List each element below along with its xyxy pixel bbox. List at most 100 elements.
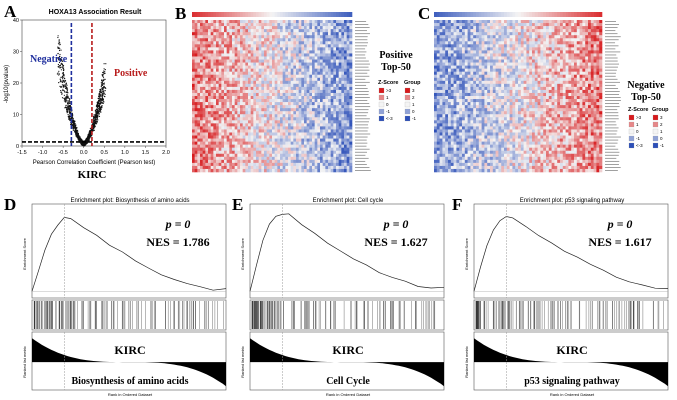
heatmap-cell (240, 120, 243, 124)
heatmap-cell (264, 102, 267, 106)
heatmap-cell (306, 120, 310, 124)
heatmap-cell (224, 168, 227, 173)
heatmap-cell (301, 29, 305, 33)
heatmap-cell (242, 108, 246, 112)
heatmap-cell (293, 77, 297, 82)
heatmap-cell (484, 35, 488, 39)
volcano-point (67, 95, 69, 97)
heatmap-cell (234, 153, 238, 158)
heatmap-cell (210, 126, 214, 130)
heatmap-cell (341, 165, 345, 170)
volcano-point (80, 140, 82, 142)
heatmap-cell (234, 99, 238, 103)
volcano-point (57, 57, 59, 59)
heatmap-cell (333, 144, 337, 148)
heatmap-cell (192, 71, 195, 76)
heatmap-cell (194, 71, 198, 76)
heatmap-cell (264, 92, 267, 97)
heatmap-cell (333, 83, 337, 88)
heatmap-cell (349, 159, 353, 164)
heatmap-cell (322, 105, 326, 109)
volcano-point (75, 129, 77, 131)
heatmap-cell (309, 41, 313, 45)
heatmap-cell (325, 41, 329, 45)
heatmap-cell (333, 35, 337, 39)
heatmap-cell (200, 23, 203, 27)
heatmap-cell (205, 138, 209, 142)
heatmap-cell (301, 114, 305, 118)
heatmap-cell (309, 74, 313, 79)
heatmap-cell (282, 35, 286, 39)
heatmap-cell (523, 26, 527, 30)
heatmap-cell (288, 68, 291, 72)
heatmap-cell (200, 83, 203, 88)
heatmap-cell (344, 135, 347, 139)
heatmap-cell (312, 83, 315, 88)
volcano-point (65, 98, 67, 101)
heatmap-cell (285, 80, 289, 85)
heatmap-cell (346, 144, 350, 148)
volcano-point (97, 107, 99, 110)
heatmap-cell (216, 159, 219, 164)
heatmap-cell (285, 50, 289, 54)
heatmap-cell (285, 111, 289, 115)
heatmap-cell (330, 83, 334, 88)
heatmap-cell (349, 47, 353, 51)
volcano-point (98, 109, 100, 111)
heatmap-cell (341, 153, 345, 158)
legend-z-swatch (378, 101, 385, 108)
heatmap-cell (234, 126, 238, 130)
heatmap-cell (229, 83, 233, 88)
heatmap-cell (234, 68, 238, 72)
heatmap-cell (248, 32, 251, 36)
volcano-point (93, 126, 95, 128)
heatmap-cell (285, 62, 289, 66)
heatmap-cell (593, 20, 597, 24)
heatmap-cell (293, 71, 297, 76)
heatmap-cell (229, 102, 233, 106)
volcano-point (75, 126, 77, 128)
heatmap-cell (560, 29, 564, 33)
heatmap-cell (338, 129, 342, 133)
x-tick-label: -1.5 (17, 150, 26, 156)
heatmap-cell (224, 162, 227, 167)
heatmap-cell (448, 29, 452, 33)
heatmap-cell (285, 44, 289, 48)
heatmap-cell (288, 159, 291, 164)
heatmap-cell (202, 89, 206, 94)
heatmap-cell (226, 156, 230, 161)
heatmap-cell (210, 65, 214, 69)
heatmap-cell (240, 86, 243, 91)
heatmap-cell (200, 38, 203, 42)
heatmap-cell (192, 47, 195, 51)
heatmap-cell (301, 159, 305, 164)
heatmap-cell (296, 44, 299, 48)
heatmap-cell (330, 32, 334, 36)
heatmap-cell (490, 23, 494, 27)
heatmap-cell (234, 83, 238, 88)
heatmap-cell (274, 141, 278, 145)
volcano-point (69, 111, 71, 113)
volcano-point (102, 71, 104, 74)
heatmap-cell (330, 126, 334, 130)
heatmap-cell (205, 35, 209, 39)
volcano-point (100, 85, 102, 88)
heatmap-cell (317, 168, 321, 173)
heatmap-cell (571, 35, 575, 39)
heatmap-cell (245, 23, 249, 27)
heatmap-cell (245, 132, 249, 136)
heatmap-cell (336, 147, 339, 152)
heatmap-cell (557, 26, 561, 30)
heatmap-cell (301, 92, 305, 97)
heatmap-cell (272, 65, 275, 69)
heatmap-cell (200, 126, 203, 130)
heatmap-cell (288, 32, 291, 36)
heatmap-cell (205, 62, 209, 66)
heatmap-cell (309, 53, 313, 57)
heatmap-cell (232, 23, 235, 27)
heatmap-cell (256, 138, 259, 142)
heatmap-cell (253, 68, 257, 72)
heatmap-cell (240, 96, 243, 100)
heatmap-cell (338, 68, 342, 72)
heatmap-cell (442, 23, 446, 27)
